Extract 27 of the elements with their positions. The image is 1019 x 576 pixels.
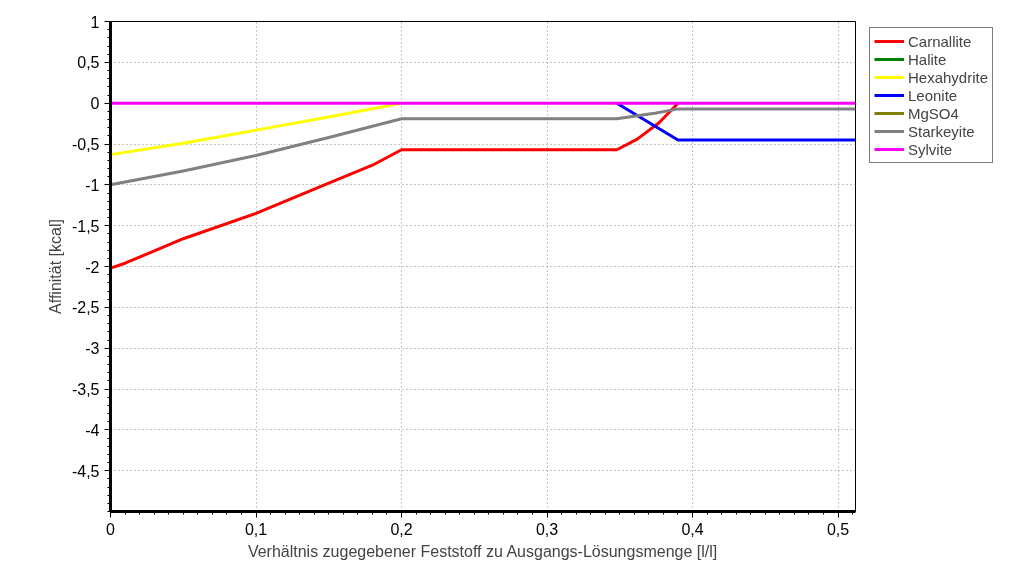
y-tick-label: -3,5: [71, 381, 100, 398]
y-tick-label: 1: [90, 13, 100, 31]
legend-label: Hexahydrite: [908, 68, 989, 86]
legend-label: Leonite: [908, 86, 958, 104]
legend-label: Carnallite: [908, 32, 972, 50]
legend-label: MgSO4: [908, 104, 959, 122]
x-tick-label: 0,2: [390, 520, 413, 538]
x-tick-label: 0,5: [826, 520, 850, 538]
x-tick-label: 0,1: [244, 520, 268, 538]
legend-label: Sylvite: [908, 140, 953, 158]
legend-label: Starkeyite: [908, 122, 975, 140]
y-tick-label: -4,5: [71, 462, 100, 480]
y-tick-label: -2: [85, 258, 100, 276]
y-tick-label: -3: [85, 340, 100, 358]
y-tick-label: -1,5: [71, 217, 100, 235]
x-axis-title: Verhältnis zugegebener Feststoff zu Ausgangs-Lösungsmenge [l/l]: [247, 542, 718, 560]
x-tick-label: 0: [106, 520, 116, 538]
y-axis-title: Affinität [kcal]: [46, 219, 64, 314]
y-tick-label: 0,5: [77, 54, 100, 72]
y-tick-label: -1: [85, 176, 100, 194]
x-tick-label: 0,4: [681, 520, 704, 538]
legend-label: Halite: [908, 50, 947, 68]
y-tick-label: 0: [90, 95, 100, 113]
y-tick-label: -0,5: [71, 136, 100, 153]
y-tick-label: -4: [85, 421, 100, 439]
y-tick-label: -2,5: [71, 299, 100, 317]
x-tick-label: 0,3: [535, 520, 559, 538]
